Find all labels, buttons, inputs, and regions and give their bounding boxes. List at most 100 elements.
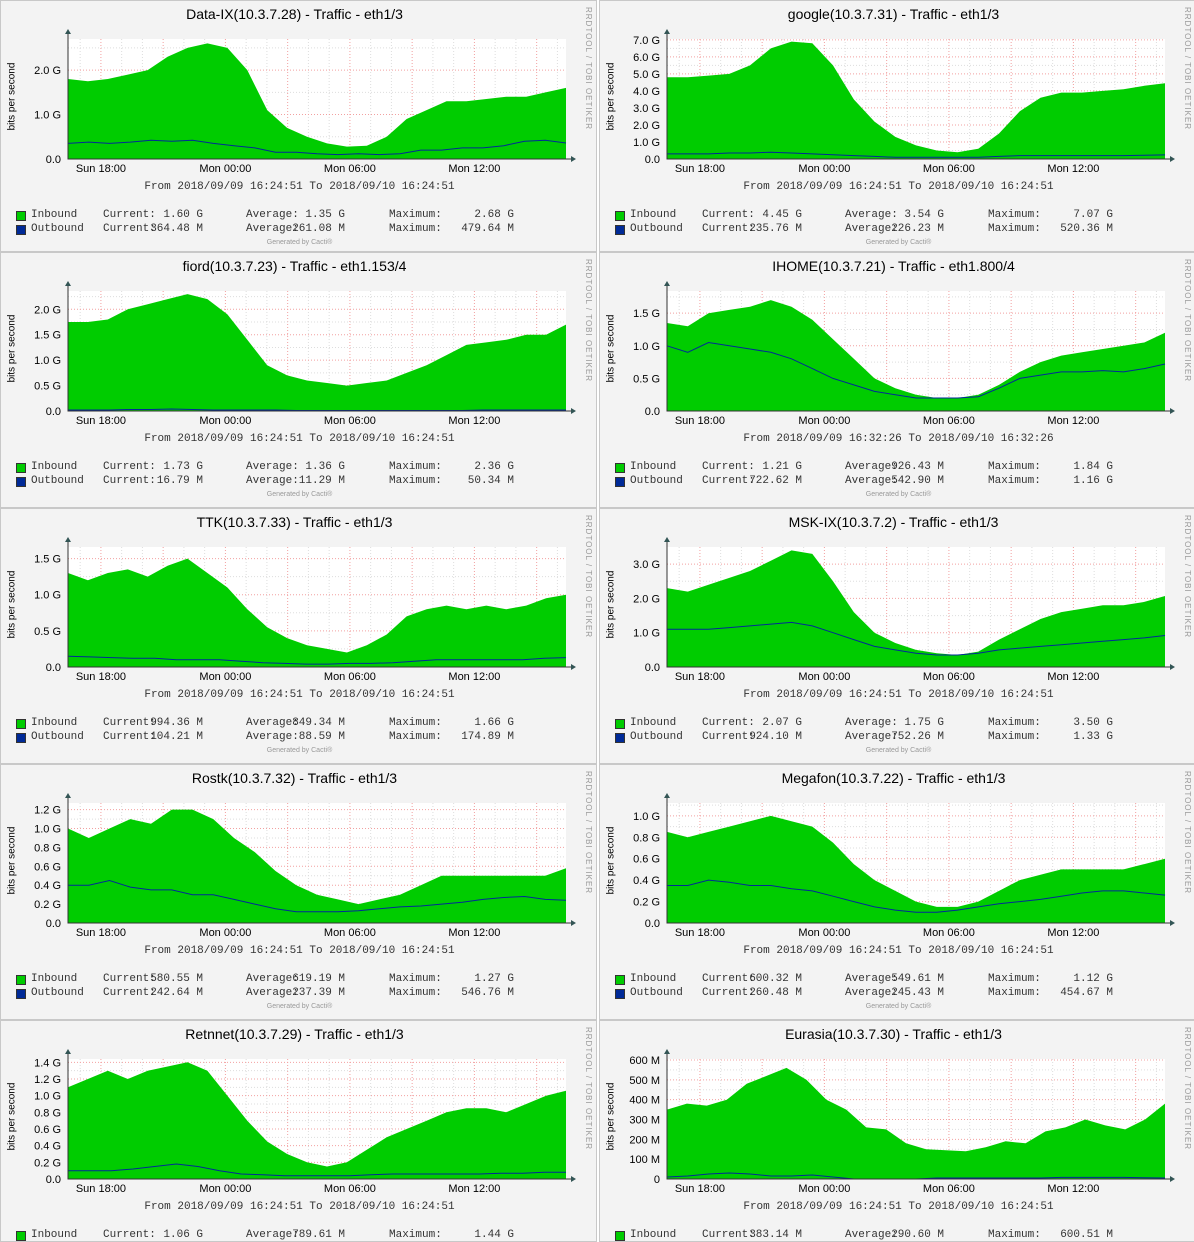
traffic-graph[interactable]: Retnnet(10.3.7.29) - Traffic - eth1/3 bi… (0, 1020, 597, 1242)
legend-name: Outbound (31, 223, 84, 235)
inbound-area (68, 294, 566, 411)
traffic-graph[interactable]: google(10.3.7.31) - Traffic - eth1/3 bit… (599, 0, 1194, 252)
y-tick-label: 0.6 G (34, 1124, 61, 1136)
legend-name: Inbound (31, 1229, 78, 1241)
graph-plot: 0.0 1.0 G 2.0 G 3.0 G Sun 18:00 Mon 00:00 Mon … (633, 537, 1175, 683)
graph-title: google(10.3.7.31) - Traffic - eth1/3 (787, 6, 1000, 22)
y-tick-label: 0.0 (46, 662, 61, 674)
y-arrow-icon (65, 1049, 71, 1054)
x-tick-label: Mon 00:00 (199, 671, 251, 683)
average-label: Average: (246, 973, 299, 985)
inbound-area (667, 815, 1165, 923)
time-period: From 2018/09/09 16:24:51 To 2018/09/10 1… (144, 433, 455, 445)
y-arrow-icon (65, 281, 71, 286)
legend-swatch (615, 733, 625, 743)
maximum-label: Maximum: (389, 209, 442, 221)
x-tick-label: Mon 00:00 (798, 927, 850, 939)
time-period: From 2018/09/09 16:24:51 To 2018/09/10 1… (743, 1201, 1054, 1213)
x-tick-label: Mon 06:00 (324, 1183, 376, 1195)
traffic-graph[interactable]: Rostk(10.3.7.32) - Traffic - eth1/3 bits… (0, 764, 597, 1020)
graph-title: Rostk(10.3.7.32) - Traffic - eth1/3 (191, 770, 398, 786)
y-tick-label: 0.5 G (34, 626, 61, 638)
traffic-graph[interactable]: MSK-IX(10.3.7.2) - Traffic - eth1/3 bits… (599, 508, 1194, 764)
legend-name: Inbound (630, 209, 677, 221)
x-tick-label: Mon 12:00 (1047, 163, 1099, 175)
average-value: 1.35 G (305, 209, 345, 221)
average-label: Average: (845, 461, 898, 473)
legend-name: Inbound (31, 461, 78, 473)
inbound-area (667, 300, 1165, 411)
y-tick-label: 0.5 G (633, 373, 660, 385)
rrdtool-credit: RRDTOOL / TOBI OETIKER (584, 515, 593, 639)
current-value: 722.62 M (749, 475, 802, 487)
maximum-label: Maximum: (988, 973, 1041, 985)
x-tick-label: Mon 06:00 (923, 163, 975, 175)
axes (666, 283, 1173, 412)
y-tick-label: 1.0 G (633, 341, 660, 353)
average-value: 245.43 M (891, 987, 944, 999)
y-arrow-icon (65, 537, 71, 542)
time-period: From 2018/09/09 16:24:51 To 2018/09/10 1… (743, 945, 1054, 957)
average-label: Average: (845, 717, 898, 729)
x-tick-label: Mon 00:00 (798, 415, 850, 427)
current-label: Current: (103, 1229, 156, 1241)
graph-plot: 0.0 1.0 G 2.0 G Sun 18:00 Mon 00:00 Mon 06:00… (34, 29, 576, 175)
current-label: Current: (103, 209, 156, 221)
x-tick-label: Sun 18:00 (675, 671, 725, 683)
traffic-graph[interactable]: Megafon(10.3.7.22) - Traffic - eth1/3 bi… (599, 764, 1194, 1020)
time-period: From 2018/09/09 16:24:51 To 2018/09/10 1… (144, 181, 455, 193)
traffic-graph[interactable]: fiord(10.3.7.23) - Traffic - eth1.153/4 … (0, 252, 597, 508)
outbound-line (67, 139, 567, 156)
legend-row-inbound: Inbound Current: 600.32 M Average: 549.6… (615, 973, 1175, 986)
maximum-value: 1.44 G (474, 1229, 514, 1241)
y-tick-label: 1.0 G (633, 628, 660, 640)
maximum-value: 2.68 G (474, 209, 514, 221)
y-tick-label: 0.5 G (34, 381, 61, 393)
x-tick-label: Sun 18:00 (76, 671, 126, 683)
outbound-line (68, 879, 567, 913)
legend-swatch (615, 989, 625, 999)
traffic-graph[interactable]: TTK(10.3.7.33) - Traffic - eth1/3 bits p… (0, 508, 597, 764)
legend-row-outbound: Outbound Current: 722.62 M Average: 542.… (615, 475, 1175, 488)
current-value: 383.14 M (749, 1229, 802, 1241)
x-tick-label: Mon 06:00 (324, 671, 376, 683)
x-arrow-icon (571, 408, 576, 414)
y-tick-label: 1.4 G (34, 1057, 61, 1069)
legend-swatch (615, 211, 625, 221)
y-tick-label: 0.0 (46, 918, 61, 930)
traffic-graph[interactable]: IHOME(10.3.7.21) - Traffic - eth1.800/4 … (599, 252, 1194, 508)
maximum-label: Maximum: (389, 717, 442, 729)
legend-row-inbound: Inbound Current: 580.55 M Average: 619.1… (16, 973, 576, 986)
legend-name: Outbound (630, 731, 683, 743)
current-label: Current: (702, 973, 755, 985)
x-tick-label: Mon 00:00 (199, 415, 251, 427)
current-label: Current: (103, 717, 156, 729)
y-tick-label: 0.6 G (34, 861, 61, 873)
rrdtool-credit: RRDTOOL / TOBI OETIKER (584, 7, 593, 131)
traffic-graph[interactable]: Data-IX(10.3.7.28) - Traffic - eth1/3 bi… (0, 0, 597, 252)
current-label: Current: (103, 461, 156, 473)
current-value: 260.48 M (749, 987, 802, 999)
y-tick-label: 0.0 (645, 918, 660, 930)
inbound-area (667, 41, 1165, 159)
legend-name: Inbound (31, 973, 78, 985)
y-tick-label: 2.0 G (633, 593, 660, 605)
legend-row-outbound: Outbound Current: 242.64 M Average: 237.… (16, 987, 576, 1000)
maximum-value: 1.84 G (1073, 461, 1113, 473)
maximum-value: 546.76 M (461, 987, 514, 999)
average-value: 88.59 M (298, 731, 345, 743)
time-period: From 2018/09/09 16:24:51 To 2018/09/10 1… (144, 1201, 455, 1213)
legend-swatch (16, 463, 26, 473)
x-tick-label: Mon 00:00 (199, 163, 251, 175)
y-tick-label: 0.8 G (34, 1107, 61, 1119)
axes (67, 1051, 574, 1180)
axes (666, 31, 1173, 160)
current-label: Current: (702, 461, 755, 473)
legend-swatch (16, 733, 26, 743)
maximum-label: Maximum: (389, 973, 442, 985)
y-tick-label: 0.8 G (34, 842, 61, 854)
traffic-graph[interactable]: Eurasia(10.3.7.30) - Traffic - eth1/3 bi… (599, 1020, 1194, 1242)
current-label: Current: (702, 223, 755, 235)
x-tick-label: Mon 00:00 (199, 1183, 251, 1195)
y-arrow-icon (664, 281, 670, 286)
